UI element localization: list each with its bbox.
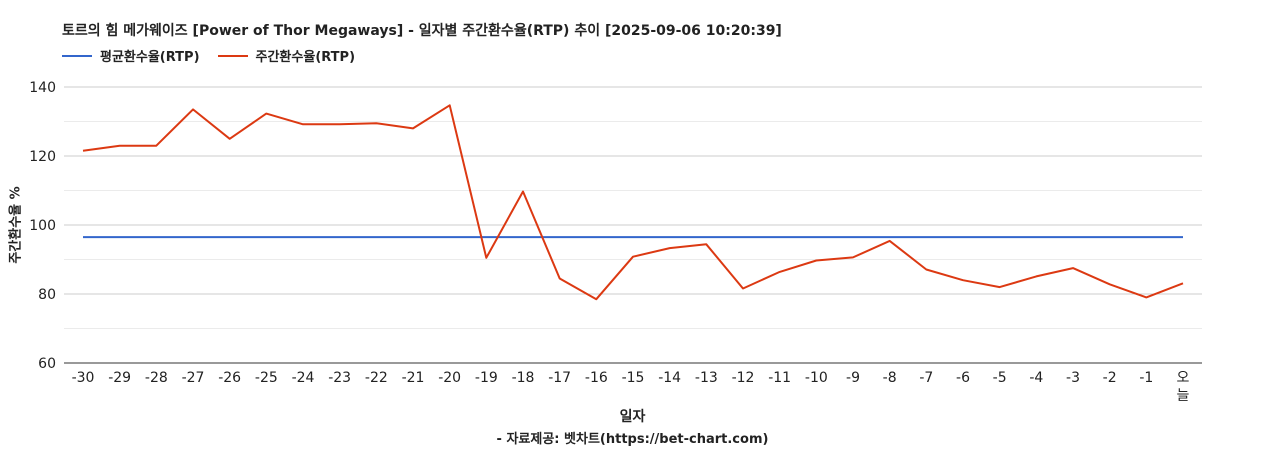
x-tick-label: -11 bbox=[768, 370, 791, 386]
x-tick-label: -14 bbox=[658, 370, 681, 386]
x-tick-label: -29 bbox=[108, 370, 131, 386]
legend-item-weekly[interactable]: 주간환수율(RTP) bbox=[217, 46, 356, 65]
x-tick-label: -20 bbox=[438, 370, 461, 386]
x-tick-label: -23 bbox=[328, 370, 351, 386]
x-axis-title: 일자 bbox=[619, 409, 646, 425]
grid-lines bbox=[64, 86, 1202, 364]
x-tick-label: -12 bbox=[732, 370, 755, 386]
y-axis-ticks: 60 80 100 120 140 bbox=[29, 80, 56, 372]
x-tick-label: -2 bbox=[1103, 370, 1117, 386]
x-tick-label: -3 bbox=[1066, 370, 1080, 386]
x-tick-label: -18 bbox=[512, 370, 535, 386]
y-tick-label: 60 bbox=[38, 356, 56, 372]
y-tick-label: 120 bbox=[29, 149, 56, 165]
y-tick-label: 140 bbox=[29, 80, 56, 96]
x-tick-label: -8 bbox=[883, 370, 897, 386]
x-tick-label: -4 bbox=[1029, 370, 1043, 386]
x-tick-label: -15 bbox=[622, 370, 645, 386]
x-tick-label: -13 bbox=[695, 370, 718, 386]
source-note: - 자료제공: 벳차트(https://bet-chart.com) bbox=[496, 432, 769, 447]
y-axis-title: 주간환수율 % bbox=[8, 186, 24, 264]
x-tick-label: -5 bbox=[993, 370, 1007, 386]
x-tick-label: -16 bbox=[585, 370, 608, 386]
x-tick-label: -19 bbox=[475, 370, 498, 386]
series-line-weekly bbox=[82, 104, 1184, 301]
x-tick-label: -25 bbox=[255, 370, 278, 386]
x-tick-label: -6 bbox=[956, 370, 970, 386]
x-tick-label: -28 bbox=[145, 370, 168, 386]
x-tick-label: -10 bbox=[805, 370, 828, 386]
y-tick-label: 100 bbox=[29, 218, 56, 234]
x-tick-label: -30 bbox=[72, 370, 95, 386]
series-lines bbox=[82, 104, 1184, 301]
x-axis-ticks: -30 -29 -28 -27 -26 -25 -24 -23 -22 -21 -20 -19 -18-… bbox=[72, 370, 1190, 404]
legend-item-average[interactable]: 평균환수율(RTP) bbox=[62, 46, 200, 65]
x-tick-label: -9 bbox=[846, 370, 860, 386]
legend: 평균환수율(RTP) 주간환수율(RTP) bbox=[62, 46, 355, 65]
legend-label-weekly: 주간환수율(RTP) bbox=[255, 50, 356, 65]
x-tick-label: -17 bbox=[548, 370, 571, 386]
y-tick-label: 80 bbox=[38, 287, 56, 303]
x-tick-label: -26 bbox=[218, 370, 241, 386]
chart-title: 토르의 힘 메가웨이즈 [Power of Thor Megaways] - 일… bbox=[62, 23, 782, 39]
x-tick-label: -7 bbox=[919, 370, 933, 386]
x-tick-label: -21 bbox=[402, 370, 425, 386]
x-tick-label: -22 bbox=[365, 370, 388, 386]
legend-swatch-average bbox=[62, 54, 92, 57]
x-tick-label: -24 bbox=[292, 370, 315, 386]
x-tick-label: -1 bbox=[1139, 370, 1153, 386]
x-tick-label: -27 bbox=[182, 370, 205, 386]
legend-label-average: 평균환수율(RTP) bbox=[100, 50, 200, 65]
legend-swatch-weekly bbox=[217, 54, 248, 57]
